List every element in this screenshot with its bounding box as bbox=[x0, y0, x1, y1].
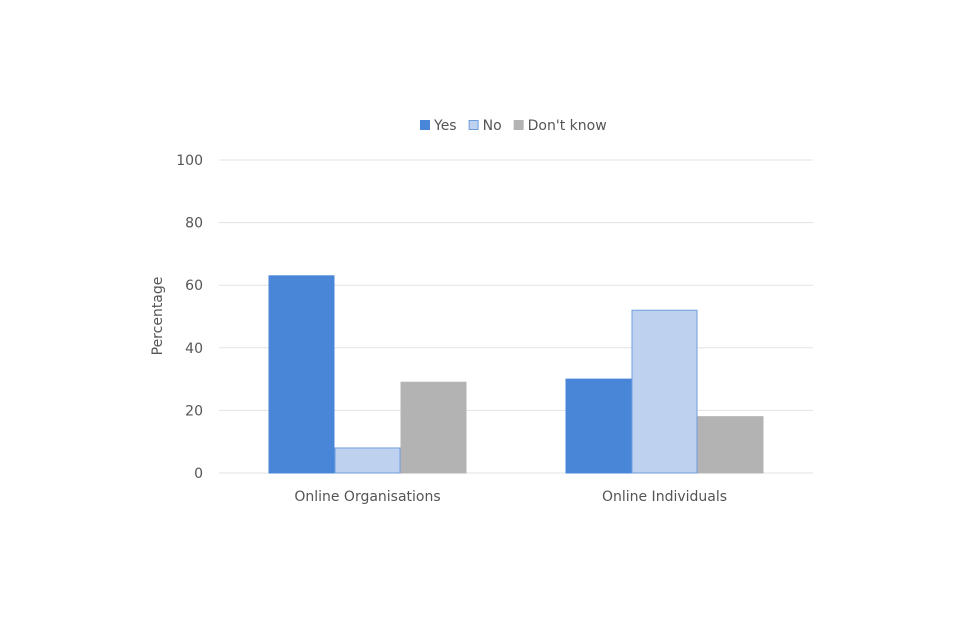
x-tick-label: Online Individuals bbox=[602, 489, 727, 505]
legend-swatch bbox=[468, 120, 479, 130]
y-tick-label: 20 bbox=[185, 403, 203, 419]
bar-don-t-know-1 bbox=[697, 416, 764, 474]
legend-swatch bbox=[513, 120, 524, 130]
y-tick-label: 100 bbox=[176, 153, 203, 169]
bar-no-0 bbox=[334, 447, 401, 474]
legend-label: Yes bbox=[433, 118, 457, 134]
y-axis-ticks: 0 20 40 60 80 100 bbox=[176, 153, 203, 482]
y-tick-label: 0 bbox=[194, 466, 203, 482]
bar-no-1 bbox=[631, 309, 698, 474]
x-axis-ticks: Online Organisations Online Individuals bbox=[294, 489, 727, 505]
legend: Yes No Don't know bbox=[420, 118, 607, 134]
y-axis-label: Percentage bbox=[150, 277, 166, 356]
bars bbox=[268, 275, 764, 474]
legend-label: No bbox=[483, 118, 502, 134]
legend-swatch bbox=[420, 120, 430, 130]
y-tick-label: 40 bbox=[185, 341, 203, 357]
bar-yes-1 bbox=[565, 378, 632, 474]
bar-don-t-know-0 bbox=[400, 381, 467, 474]
bar-yes-0 bbox=[268, 275, 335, 474]
y-tick-label: 80 bbox=[185, 216, 203, 232]
y-tick-label: 60 bbox=[185, 278, 203, 294]
legend-label: Don't know bbox=[528, 118, 607, 134]
x-tick-label: Online Organisations bbox=[294, 489, 440, 505]
